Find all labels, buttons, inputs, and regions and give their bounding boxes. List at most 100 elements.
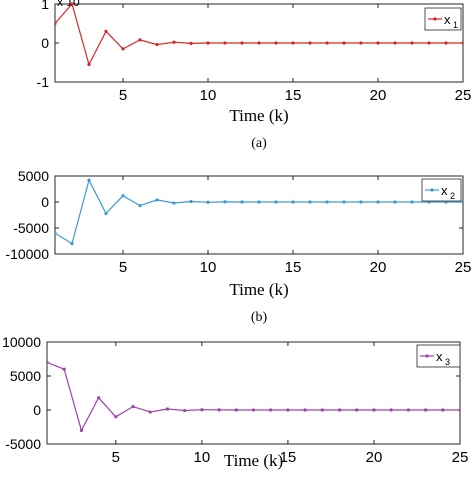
data-point	[308, 41, 312, 45]
y-tick-label: -5000	[5, 436, 41, 452]
data-point	[410, 41, 414, 45]
x-axis-label: Time (k)	[229, 106, 288, 125]
chart-panel-2: 5 10 15 20 25 5000 0 -5000 -10000 Time (k) (b) x 2	[5, 168, 471, 325]
x-tick-label: 15	[280, 449, 297, 466]
data-point	[55, 231, 57, 235]
data-point	[376, 41, 380, 45]
y-tick-label: 0	[33, 402, 41, 418]
data-point	[461, 41, 463, 45]
data-point	[206, 200, 210, 204]
y-tick-label: 10000	[2, 334, 41, 350]
data-point	[291, 200, 295, 204]
data-point	[342, 41, 346, 45]
data-point	[461, 200, 463, 204]
x-tick-label: 15	[285, 259, 302, 276]
data-point	[172, 40, 176, 44]
y-tick-label: -5000	[13, 220, 49, 236]
data-point	[223, 41, 227, 45]
legend-marker	[430, 188, 434, 192]
data-point	[121, 47, 125, 51]
data-point	[104, 211, 108, 216]
data-point	[274, 41, 278, 45]
x-tick-label: 25	[452, 449, 469, 466]
legend-label: x	[444, 12, 451, 27]
data-point	[325, 41, 329, 45]
x-tick-label: 10	[200, 259, 217, 276]
series-line-x1	[55, 2, 463, 67]
data-point	[172, 201, 176, 205]
data-point	[155, 198, 159, 202]
data-point	[206, 41, 210, 45]
x-axis-label: Time (k)	[229, 280, 288, 299]
data-point	[70, 242, 74, 246]
data-point	[189, 41, 193, 45]
data-point	[389, 408, 393, 412]
data-point	[257, 41, 261, 45]
data-point	[406, 408, 410, 412]
data-point	[148, 410, 152, 414]
plot-frame	[46, 341, 461, 445]
data-point	[427, 41, 431, 45]
data-point	[286, 408, 290, 412]
data-point	[359, 41, 363, 45]
data-point	[320, 408, 324, 412]
panel-caption: (b)	[251, 310, 268, 325]
data-point	[217, 408, 221, 412]
series-line-x3	[47, 361, 460, 433]
chart-panel-3: 5 10 15 20 25 10000 5000 0 -5000 Time (k) x 3	[2, 334, 468, 470]
legend-box	[424, 7, 462, 31]
data-point	[291, 41, 295, 45]
x-tick-label: 25	[455, 87, 472, 104]
data-point	[138, 38, 142, 42]
data-point	[183, 408, 187, 413]
y-tick-label: 5000	[18, 168, 49, 184]
y-tick-label: 5000	[10, 368, 41, 384]
legend-marker	[425, 354, 429, 358]
data-point	[87, 178, 91, 182]
data-point	[251, 408, 256, 412]
data-point	[240, 200, 244, 204]
panel-caption: (a)	[251, 136, 267, 151]
data-point	[458, 408, 460, 412]
legend-box	[421, 178, 462, 202]
data-point	[114, 415, 118, 419]
x-tick-label: 20	[366, 449, 383, 466]
data-point	[234, 408, 238, 412]
data-point	[274, 200, 278, 204]
data-point	[423, 408, 428, 412]
legend-label-subscript: 2	[450, 191, 455, 201]
data-point	[355, 408, 359, 412]
x-tick-label: 20	[370, 259, 387, 276]
data-point	[325, 200, 329, 204]
plot-frame	[54, 175, 464, 255]
legend-label: x	[441, 183, 448, 198]
y-tick-label: 0	[41, 194, 49, 210]
y-tick-label: 1	[41, 0, 49, 12]
legend-marker	[433, 17, 437, 21]
data-point	[342, 200, 346, 204]
data-point	[97, 396, 101, 400]
series-line-x2	[55, 178, 463, 245]
legend-label: x	[436, 349, 443, 364]
data-point	[257, 200, 261, 204]
data-point	[372, 408, 376, 412]
legend-label-subscript: 3	[445, 357, 450, 367]
data-point	[441, 408, 445, 412]
data-point	[70, 2, 74, 6]
data-point	[393, 200, 397, 204]
x-tick-label: 20	[370, 87, 387, 104]
data-point	[79, 428, 84, 432]
data-point	[131, 405, 135, 409]
data-point	[393, 41, 397, 45]
data-point	[138, 204, 142, 208]
x-axis-label: Time (k)	[224, 451, 283, 470]
x-tick-label: 25	[455, 259, 472, 276]
data-point	[223, 200, 227, 204]
data-point	[62, 367, 66, 371]
